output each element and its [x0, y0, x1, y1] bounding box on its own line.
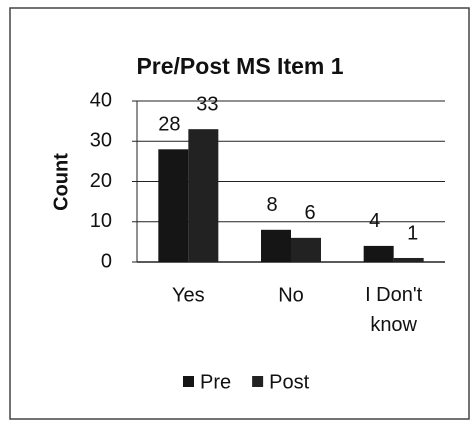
legend-label: Post [269, 371, 309, 393]
chart-title: Pre/Post MS Item 1 [136, 53, 343, 79]
y-tick-label: 10 [90, 210, 112, 232]
bar [363, 245, 394, 262]
data-label: 4 [369, 210, 380, 232]
x-tick-label: Yes [172, 284, 205, 306]
x-tick-label: I Don't know [365, 284, 423, 336]
bar [393, 257, 424, 262]
bar [158, 149, 189, 262]
data-label: 6 [304, 202, 315, 224]
data-label: 28 [158, 114, 180, 136]
legend-swatch [183, 376, 194, 387]
chart-frame [9, 7, 470, 420]
data-label: 33 [196, 93, 218, 115]
y-tick-label: 30 [90, 130, 112, 152]
x-tick-label: No [278, 284, 304, 306]
bar [261, 229, 291, 262]
x-tick-label-line: I Don't [365, 284, 423, 306]
y-tick-label: 20 [90, 170, 112, 192]
bar [188, 129, 219, 262]
y-tick-label: 0 [101, 250, 112, 272]
legend-label: Pre [200, 371, 231, 393]
x-tick-label-line: know [370, 314, 417, 336]
legend-swatch [252, 376, 264, 387]
y-axis-label: Count [50, 153, 72, 211]
data-label: 1 [407, 222, 418, 244]
bar [291, 237, 321, 262]
data-label: 8 [266, 194, 277, 216]
y-tick-label: 40 [90, 89, 112, 111]
